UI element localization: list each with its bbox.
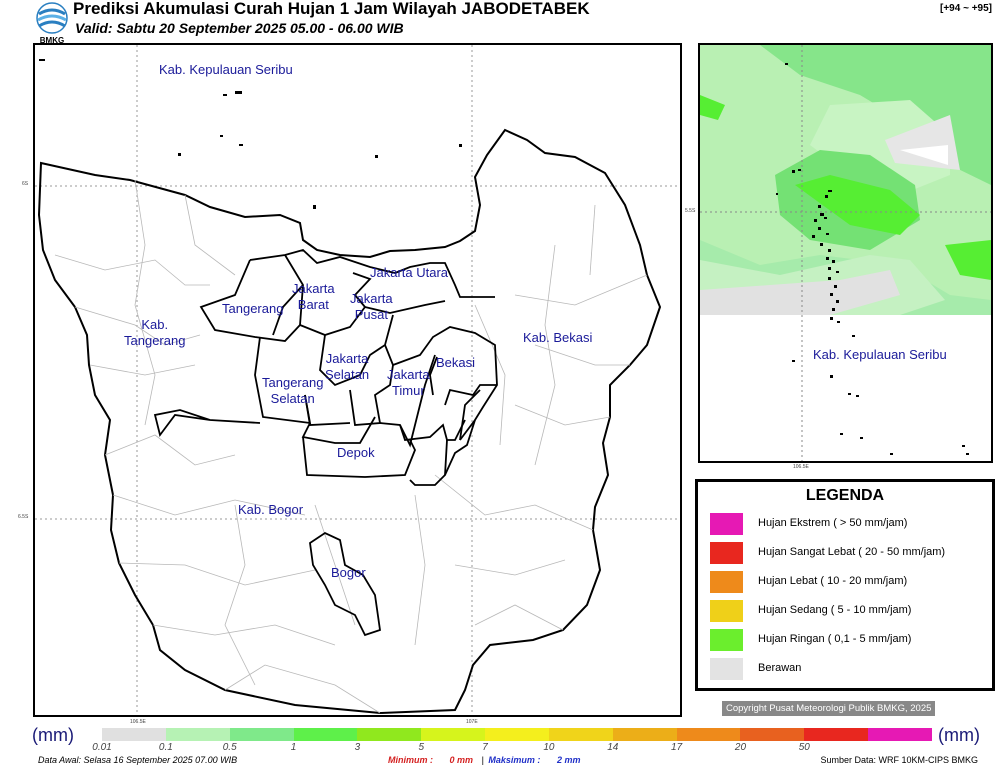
legend-swatch [710,629,743,651]
colorbar-tick-label: 50 [798,742,810,753]
label-bekasi: Bekasi [436,355,476,370]
colorbar-segment [804,728,869,741]
label-kab-bogor: Kab. Bogor [238,502,304,517]
lat-tick-6s: 6S [22,181,29,187]
legend-label: Hujan Lebat ( 10 - 20 mm/jam) [758,575,908,587]
label-tangerang: Tangerang [222,301,284,316]
unit-left: (mm) [32,725,74,745]
legend-label: Hujan Ringan ( 0,1 - 5 mm/jam) [758,633,912,645]
legend-label: Berawan [758,662,802,674]
label-kab-bekasi: Kab. Bekasi [523,330,593,345]
copyright-notice: Copyright Pusat Meteorologi Publik BMKG,… [722,701,936,716]
minimum-label: Minimum : [388,755,433,765]
data-awal: Data Awal: Selasa 16 September 2025 07.0… [38,755,238,765]
label-kab-tangerang: Kab. Tangerang [124,317,186,348]
label-jakarta-pusat: Jakarta Pusat [350,291,393,322]
colorbar-tick-label: 7 [482,742,488,753]
colorbar-tick-label: 5 [418,742,424,753]
legend-swatch [710,571,743,593]
label-jakarta-utara: Jakarta Utara [370,265,449,280]
colorbar-segment [612,728,677,741]
colorbar [102,728,932,741]
colorbar-segment [229,728,294,741]
colorbar-segment [293,728,358,741]
label-jakarta-timur: Jakarta Timur [387,367,430,398]
main-map: Kab. Kepulauan Seribu Jakarta Utara Jaka… [33,43,682,717]
colorbar-tick-label: 0.01 [92,742,112,753]
colorbar-segment [165,728,230,741]
colorbar-tick-label: 1 [290,742,297,753]
inset-map: Kab. Kepulauan Seribu [698,43,993,463]
colorbar-segment [740,728,805,741]
boundary-map [35,45,680,715]
colorbar-segment [676,728,741,741]
separator: | [481,755,484,765]
colorbar-tick-label: 10 [543,742,555,753]
legend-swatch [710,658,743,680]
legend-swatch [710,542,743,564]
lon-tick-107e: 107E [466,719,478,725]
colorbar-segment [868,728,932,741]
colorbar-segment [548,728,613,741]
min-max-summary: Minimum : 0 mm | Maksimum : 2 mm [388,755,580,765]
colorbar-tick-label: 20 [734,742,747,753]
colorbar-tick-label: 3 [354,742,361,753]
bmkg-logo: BMKG [33,2,71,45]
legend-box: LEGENDA Hujan Ekstrem ( > 50 mm/jam) Huj… [695,479,995,691]
lon-tick-106-5e: 106.5E [130,719,146,725]
label-jakarta-selatan: Jakarta Selatan [325,351,370,382]
inset-lon-tick: 106.5E [793,464,809,470]
colorbar-tick-label: 0.5 [222,742,237,753]
colorbar-segment [421,728,486,741]
valid-time: Valid: Sabtu 20 September 2025 05.00 - 0… [75,20,404,36]
inset-lat-tick: 5.5S [685,208,696,214]
svg-text:BMKG: BMKG [40,36,64,44]
legend-title: LEGENDA [805,487,885,504]
maximum-label: Maksimum : [488,755,541,765]
page-title: Prediksi Akumulasi Curah Hujan 1 Jam Wil… [73,0,590,18]
legend-label: Hujan Ekstrem ( > 50 mm/jam) [758,517,908,529]
unit-right: (mm) [938,725,980,745]
legend-label: Hujan Sedang ( 5 - 10 mm/jam) [758,604,912,616]
legend-swatch [710,600,743,622]
label-bogor: Bogor [331,565,366,580]
colorbar-segment [485,728,549,741]
label-tangerang-selatan: Tangerang Selatan [262,375,324,406]
inset-rain-field [700,45,991,461]
label-kepulauan-seribu: Kab. Kepulauan Seribu [159,62,293,77]
lat-tick-6-5s: 6.5S [18,514,29,520]
inset-label-kepulauan-seribu: Kab. Kepulauan Seribu [813,347,947,362]
forecast-code: [+94 ~ +95] [940,3,992,14]
colorbar-tick-label: 0.1 [158,742,173,753]
data-source: Sumber Data: WRF 10KM-CIPS BMKG [820,755,978,765]
minimum-value: 0 mm [449,755,474,765]
legend-swatch [710,513,743,535]
colorbar-tick-label: 17 [671,742,683,753]
colorbar-segment [357,728,422,741]
label-depok: Depok [337,445,375,460]
maximum-value: 2 mm [556,755,581,765]
label-jakarta-barat: Jakarta Barat [292,281,335,312]
colorbar-tick-label: 14 [607,742,619,753]
legend-label: Hujan Sangat Lebat ( 20 - 50 mm/jam) [758,546,946,558]
colorbar-segment [102,728,166,741]
